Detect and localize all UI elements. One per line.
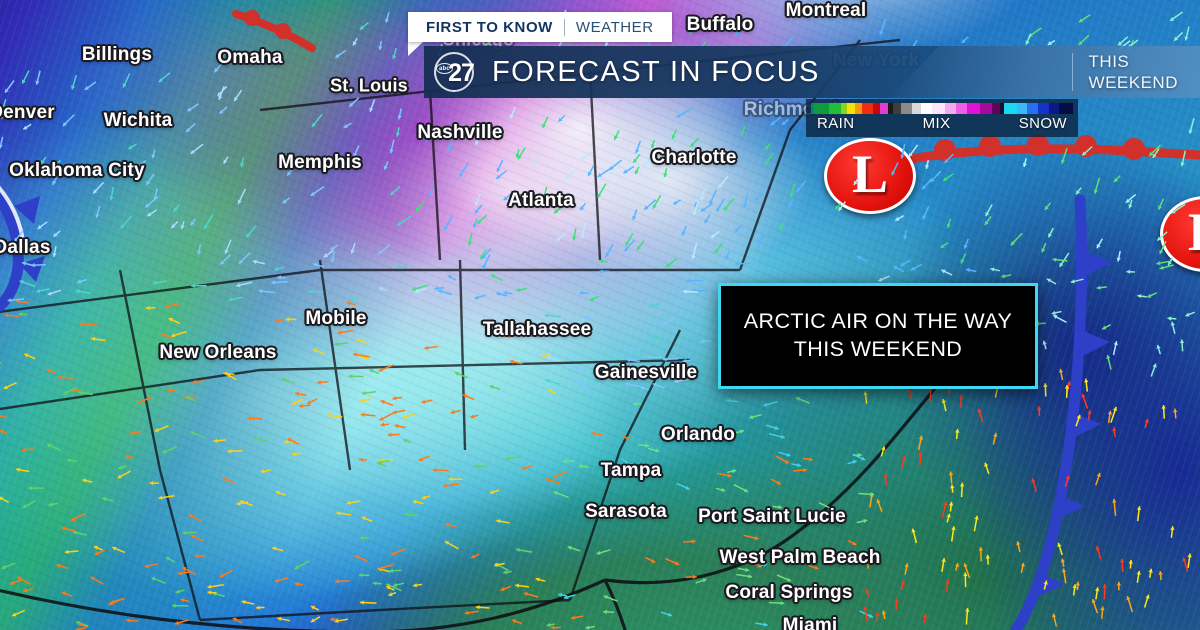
banner-divider: [1071, 53, 1073, 91]
legend-stop-3: [841, 103, 847, 114]
city-label-gainesville: Gainesville: [594, 362, 698, 383]
forecast-banner: abc 27 FORECAST IN FOCUS THIS WEEKEND: [424, 46, 1200, 98]
legend-stop-15: [945, 103, 956, 114]
banner-light-wedge: [889, 46, 1200, 98]
legend-stop-25: [1048, 103, 1060, 114]
city-label-tampa: Tampa: [600, 460, 662, 481]
city-label-st-louis: St. Louis: [330, 75, 408, 96]
city-label-wichita: Wichita: [103, 110, 173, 131]
tag-primary-label: FIRST TO KNOW: [426, 18, 553, 36]
legend-stop-21: [1004, 103, 1017, 114]
city-label-nashville: Nashville: [417, 122, 503, 143]
legend-stop-20: [1000, 103, 1005, 114]
city-label-billings: Billings: [81, 44, 153, 65]
low-pressure-label: L: [1188, 205, 1200, 259]
banner-right-group: THIS WEEKEND: [1071, 51, 1200, 94]
city-label-new-orleans: New Orleans: [159, 342, 277, 363]
city-label-montreal: Montreal: [785, 0, 867, 21]
low-pressure-label: L: [851, 144, 889, 204]
legend-stop-5: [855, 103, 863, 114]
city-label-port-saint-lucie: Port Saint Lucie: [698, 506, 846, 527]
legend-stop-24: [1037, 103, 1049, 114]
city-label-oklahoma-city: Oklahoma City: [9, 160, 145, 181]
low-pressure-disc: L: [1160, 196, 1200, 272]
city-label-miami: Miami: [782, 615, 838, 630]
city-label-atlanta: Atlanta: [508, 190, 574, 211]
legend-stop-26: [1059, 103, 1073, 114]
legend-label-snow: SNOW: [1018, 115, 1067, 132]
station-number: 27: [448, 58, 475, 87]
city-label-memphis: Memphis: [278, 152, 362, 173]
legend-stop-18: [980, 103, 993, 114]
city-label-sarasota: Sarasota: [585, 501, 667, 522]
legend-stop-23: [1027, 103, 1038, 114]
legend-label-row: RAIN MIX SNOW: [811, 114, 1073, 132]
banner-title: FORECAST IN FOCUS: [492, 55, 820, 88]
abc27-logo: abc 27: [432, 50, 476, 94]
city-label-dallas: Dallas: [0, 237, 51, 258]
legend-stop-14: [931, 103, 946, 114]
tag-divider: [563, 18, 565, 36]
tag-secondary-label: WEATHER: [575, 18, 654, 36]
city-label-buffalo: Buffalo: [686, 14, 754, 35]
city-label-orlando: Orlando: [660, 424, 736, 445]
legend-stop-12: [911, 103, 922, 114]
legend-label-rain: RAIN: [817, 115, 855, 132]
city-label-denver: Denver: [0, 102, 55, 123]
headline-text: ARCTIC AIR ON THE WAY THIS WEEKEND: [743, 309, 1013, 361]
legend-stop-16: [955, 103, 967, 114]
legend-label-mix: MIX: [922, 115, 951, 132]
headline-callout-box: ARCTIC AIR ON THE WAY THIS WEEKEND: [718, 283, 1038, 389]
first-to-know-tag: FIRST TO KNOW WEATHER: [408, 12, 672, 42]
city-label-mobile: Mobile: [305, 308, 367, 329]
precipitation-type-legend: RAIN MIX SNOW: [806, 99, 1078, 137]
low-pressure-symbol-primary: L: [824, 138, 916, 214]
legend-stop-13: [921, 103, 932, 114]
abc-network-icon: abc: [436, 63, 453, 74]
legend-stop-7: [873, 103, 880, 114]
low-pressure-disc: L: [824, 138, 916, 214]
legend-stop-6: [862, 103, 874, 114]
city-label-coral-springs: Coral Springs: [725, 582, 853, 603]
legend-stop-10: [892, 103, 901, 114]
legend-gradient-bar: [811, 103, 1073, 114]
legend-stop-22: [1016, 103, 1028, 114]
legend-stop-19: [992, 103, 1001, 114]
legend-stop-1: [814, 103, 829, 114]
legend-stop-0: [811, 103, 815, 114]
legend-stop-4: [846, 103, 856, 114]
banner-timeframe: THIS WEEKEND: [1088, 51, 1178, 92]
city-label-tallahassee: Tallahassee: [482, 319, 592, 340]
legend-stop-11: [901, 103, 912, 114]
tag-tail: [408, 42, 423, 56]
legend-stop-17: [966, 103, 981, 114]
low-pressure-symbol-secondary: L: [1160, 196, 1200, 272]
city-label-west-palm-beach: West Palm Beach: [719, 547, 881, 568]
city-label-charlotte: Charlotte: [651, 147, 737, 168]
legend-stop-2: [828, 103, 841, 114]
city-label-omaha: Omaha: [217, 47, 283, 68]
legend-stop-8: [879, 103, 888, 114]
logo-ring: [434, 52, 474, 92]
legend-stop-9: [887, 103, 893, 114]
